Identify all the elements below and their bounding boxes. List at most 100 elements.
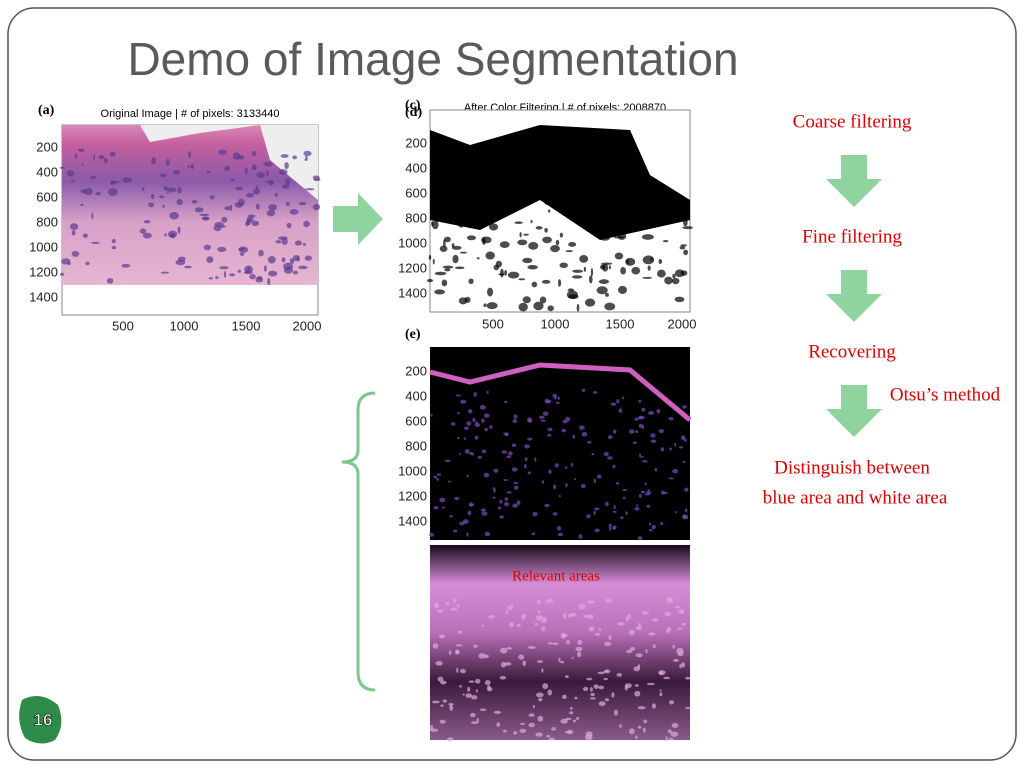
texture [679, 664, 682, 669]
texture [679, 245, 686, 250]
texture [243, 271, 253, 275]
y-tick-label: 800 [405, 210, 427, 225]
texture [598, 279, 610, 284]
texture [605, 292, 609, 297]
texture [538, 697, 543, 702]
texture [631, 266, 641, 275]
texture [535, 226, 543, 230]
texture [675, 511, 678, 514]
texture [642, 425, 645, 430]
texture [512, 419, 517, 424]
texture [462, 693, 465, 696]
texture [199, 213, 210, 217]
texture [685, 676, 691, 680]
texture [586, 514, 591, 519]
texture [487, 287, 494, 297]
texture [556, 526, 562, 531]
texture [440, 704, 444, 707]
texture [536, 599, 541, 605]
texture [527, 437, 533, 441]
texture [190, 163, 195, 170]
texture [508, 451, 513, 456]
y-tick-label: 1200 [398, 260, 427, 275]
texture [139, 228, 147, 234]
texture [475, 678, 481, 684]
texture [493, 488, 496, 493]
texture [439, 245, 448, 252]
texture [459, 251, 467, 254]
texture [561, 428, 567, 433]
texture [588, 275, 593, 284]
texture [682, 226, 693, 230]
texture [481, 449, 487, 454]
texture [553, 484, 557, 490]
texture [521, 613, 526, 620]
texture [456, 667, 459, 673]
texture [542, 411, 549, 416]
texture [230, 178, 235, 182]
texture [433, 602, 439, 609]
texture [581, 431, 588, 437]
texture [650, 439, 657, 444]
texture [578, 534, 583, 539]
texture [682, 514, 686, 520]
texture [542, 617, 548, 621]
texture [634, 430, 639, 434]
panel-label: (e) [405, 327, 421, 342]
texture [433, 475, 438, 479]
texture [567, 613, 573, 618]
texture [478, 653, 486, 659]
texture [638, 423, 644, 429]
texture [82, 233, 89, 238]
texture [637, 536, 643, 541]
texture [444, 459, 451, 463]
texture [531, 532, 536, 536]
texture [255, 277, 264, 283]
page-number: 16 [34, 710, 53, 729]
texture [635, 626, 643, 631]
texture [624, 683, 632, 689]
texture [238, 247, 246, 251]
texture [237, 269, 242, 273]
method-label: Otsu’s method [890, 384, 1001, 405]
texture [221, 216, 228, 223]
texture [499, 647, 508, 654]
texture [177, 186, 182, 194]
texture [516, 500, 521, 505]
texture [518, 278, 526, 281]
x-tick-label: 1500 [606, 316, 635, 331]
texture [215, 276, 219, 280]
texture [522, 660, 527, 667]
texture [618, 207, 627, 215]
texture [85, 261, 90, 266]
texture [493, 710, 502, 714]
y-tick-label: 200 [36, 139, 58, 154]
texture [438, 634, 446, 639]
texture [614, 709, 618, 716]
texture [561, 634, 568, 637]
texture [71, 250, 80, 257]
texture [77, 148, 85, 152]
texture [556, 202, 564, 208]
texture [93, 153, 96, 161]
texture [612, 429, 617, 434]
texture [209, 195, 215, 200]
texture [437, 676, 444, 682]
texture [466, 532, 469, 537]
texture [506, 491, 512, 494]
texture [545, 599, 554, 603]
texture [284, 162, 289, 170]
texture [457, 630, 462, 634]
texture [304, 158, 308, 161]
texture [188, 150, 191, 158]
texture [599, 233, 611, 241]
texture [467, 686, 471, 692]
texture [59, 166, 65, 169]
texture [547, 642, 554, 645]
texture [436, 478, 440, 481]
texture [566, 639, 570, 645]
texture [639, 453, 642, 458]
texture [684, 508, 688, 513]
texture [312, 203, 321, 211]
texture [249, 273, 256, 280]
